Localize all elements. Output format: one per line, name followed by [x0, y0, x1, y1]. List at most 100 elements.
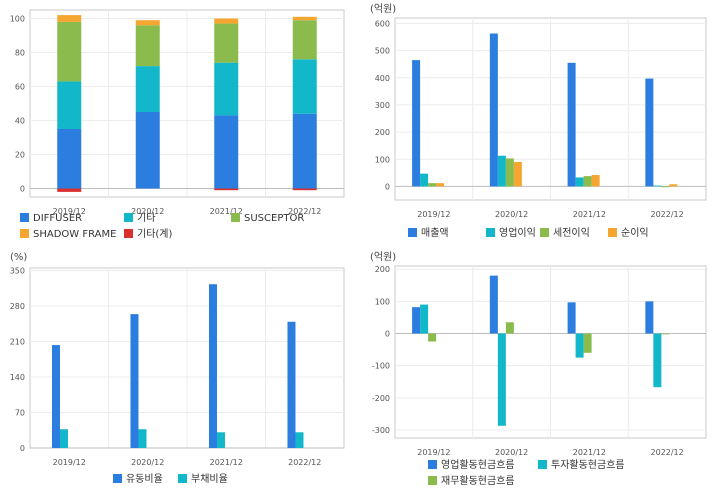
y-tick-label: 20 — [15, 151, 25, 160]
legend-swatch — [408, 228, 417, 237]
bar — [214, 23, 239, 63]
bar — [420, 304, 429, 334]
y-tick-label: -300 — [372, 426, 390, 435]
legend-swatch — [20, 229, 29, 238]
y-tick-label: 140 — [10, 373, 25, 382]
x-tick-label: 2021/12 — [210, 458, 243, 467]
y-tick-label: 0 — [385, 330, 390, 339]
y-tick-label: 40 — [15, 117, 25, 126]
bar — [214, 18, 239, 24]
legend-label: 영업활동현금흐름 — [441, 458, 515, 471]
y-tick-label: 280 — [10, 302, 25, 311]
bar — [591, 175, 600, 187]
legend-swatch — [124, 229, 133, 238]
bar — [420, 173, 429, 187]
chart-panel-composition: 0 20 40 60 80 100 2019/12 2020/12 2021/12 2022/12… — [0, 0, 360, 248]
bar — [214, 115, 239, 189]
legend-swatch — [231, 213, 240, 222]
legend-swatch — [178, 474, 187, 483]
bar — [57, 15, 82, 22]
bar — [653, 185, 662, 187]
bar — [57, 21, 82, 82]
legend-label: SHADOW FRAME — [33, 229, 116, 240]
legend-label: 재무활동현금흐름 — [441, 474, 515, 487]
legend-label: DIFFUSER — [33, 213, 82, 224]
bar — [292, 59, 317, 114]
y-tick-label: 350 — [10, 267, 25, 276]
composition-chart: 0 20 40 60 80 100 2019/12 2020/12 2021/12 2022/12… — [10, 9, 345, 240]
bar — [57, 129, 82, 189]
y-tick-label: 0 — [20, 185, 25, 194]
bar — [497, 155, 506, 187]
y-tick-label: 70 — [15, 409, 25, 418]
bar — [645, 78, 654, 187]
cashflow-chart: -300 -200 -100 0 100 200 2019/12 2020/12 2021/12… — [370, 251, 707, 487]
bar — [138, 429, 147, 448]
bar — [295, 432, 304, 448]
y-tick-label: 100 — [375, 155, 390, 164]
x-tick-label: 2021/12 — [573, 448, 606, 457]
bar — [412, 307, 421, 334]
legend-label: 영업이익 — [499, 226, 536, 239]
bar — [653, 333, 662, 388]
legend-swatch — [608, 228, 617, 237]
x-tick-label: 2020/12 — [131, 458, 164, 467]
bar — [669, 184, 678, 187]
bar — [661, 186, 670, 188]
bar — [505, 322, 514, 334]
legend-label: 기타(계) — [137, 228, 173, 240]
unit-label: (억원) — [370, 251, 396, 263]
bar — [436, 183, 445, 187]
legend-swatch — [538, 460, 547, 469]
y-tick-label: 300 — [375, 101, 390, 110]
bar — [292, 16, 317, 21]
x-tick-label: 2022/12 — [288, 207, 321, 216]
legend-swatch — [486, 228, 495, 237]
bar — [489, 275, 498, 334]
x-tick-label: 2020/12 — [495, 448, 528, 457]
chart-panel-ratios: 0 70 140 210 280 350 2019/12 2020/12 2021/12 2022… — [0, 248, 360, 496]
bar — [57, 81, 82, 129]
unit-label: (억원) — [370, 3, 396, 15]
bar — [412, 60, 421, 187]
bar — [214, 62, 239, 116]
y-tick-label: 400 — [375, 74, 390, 83]
x-tick-label: 2019/12 — [53, 458, 86, 467]
y-tick-label: 100 — [375, 297, 390, 306]
bar — [567, 62, 576, 187]
bar — [292, 188, 317, 191]
y-tick-label: 500 — [375, 47, 390, 56]
x-tick-label: 2021/12 — [573, 210, 606, 219]
x-tick-label: 2019/12 — [417, 448, 450, 457]
chart-panel-cashflow: -300 -200 -100 0 100 200 2019/12 2020/12 2021/12… — [360, 248, 720, 496]
legend-swatch — [113, 474, 122, 483]
legend-label: 기타 — [137, 212, 155, 224]
legend-label: 투자활동현금흐름 — [551, 458, 625, 471]
bar — [130, 314, 139, 448]
legend-label: 부채비율 — [191, 473, 228, 485]
legend-label: 순이익 — [621, 227, 649, 239]
bar — [57, 188, 82, 192]
bar — [583, 333, 592, 353]
bar — [287, 321, 296, 448]
y-tick-label: -100 — [372, 362, 390, 371]
legend-swatch — [20, 213, 29, 222]
bar — [645, 301, 654, 334]
bar — [51, 345, 60, 448]
y-tick-label: 80 — [15, 49, 25, 58]
y-tick-label: 210 — [10, 338, 25, 347]
ratio-chart: 0 70 140 210 280 350 2019/12 2020/12 2021/12 2022… — [10, 252, 345, 485]
y-tick-label: 60 — [15, 83, 25, 92]
legend-swatch — [540, 228, 549, 237]
income-chart: 0 100 200 300 400 500 600 2019/12 2020/12 2021/12… — [370, 3, 707, 239]
bar — [59, 429, 68, 448]
x-tick-label: 2019/12 — [53, 207, 86, 216]
bar — [583, 176, 592, 187]
legend-label: 매출액 — [421, 227, 449, 239]
bar — [489, 33, 498, 187]
y-tick-label: 600 — [375, 19, 390, 28]
legend-label: 유동비율 — [126, 473, 163, 485]
bar — [575, 177, 584, 187]
bar — [661, 333, 670, 335]
bar — [208, 284, 217, 448]
